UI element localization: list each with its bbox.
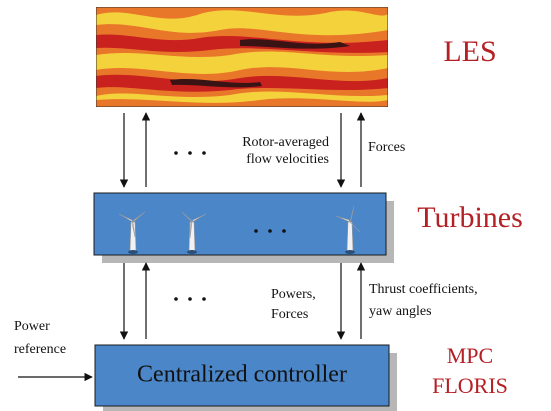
ellipsis — [174, 151, 286, 301]
link-label: Forces — [271, 307, 308, 322]
input-label: Power — [14, 319, 50, 334]
mpc-label: MPC — [447, 343, 493, 368]
arrows — [18, 112, 366, 382]
turbine-icons — [118, 205, 361, 254]
controller-box — [94, 344, 390, 407]
link-label: Thrust coefficients, — [369, 282, 478, 297]
link-label: Rotor-averaged — [242, 135, 329, 150]
les-label: LES — [443, 35, 496, 68]
input-label: reference — [14, 342, 66, 357]
controller-label: Centralized controller — [137, 362, 347, 388]
link-label: yaw angles — [369, 304, 432, 319]
link-label: Forces — [368, 140, 405, 155]
link-label: flow velocities — [246, 152, 329, 167]
floris-label: FLORIS — [432, 373, 508, 398]
les-field — [96, 7, 388, 107]
link-label: Powers, — [271, 287, 316, 302]
turbines-box — [93, 192, 387, 256]
turbines-label: Turbines — [417, 201, 523, 234]
